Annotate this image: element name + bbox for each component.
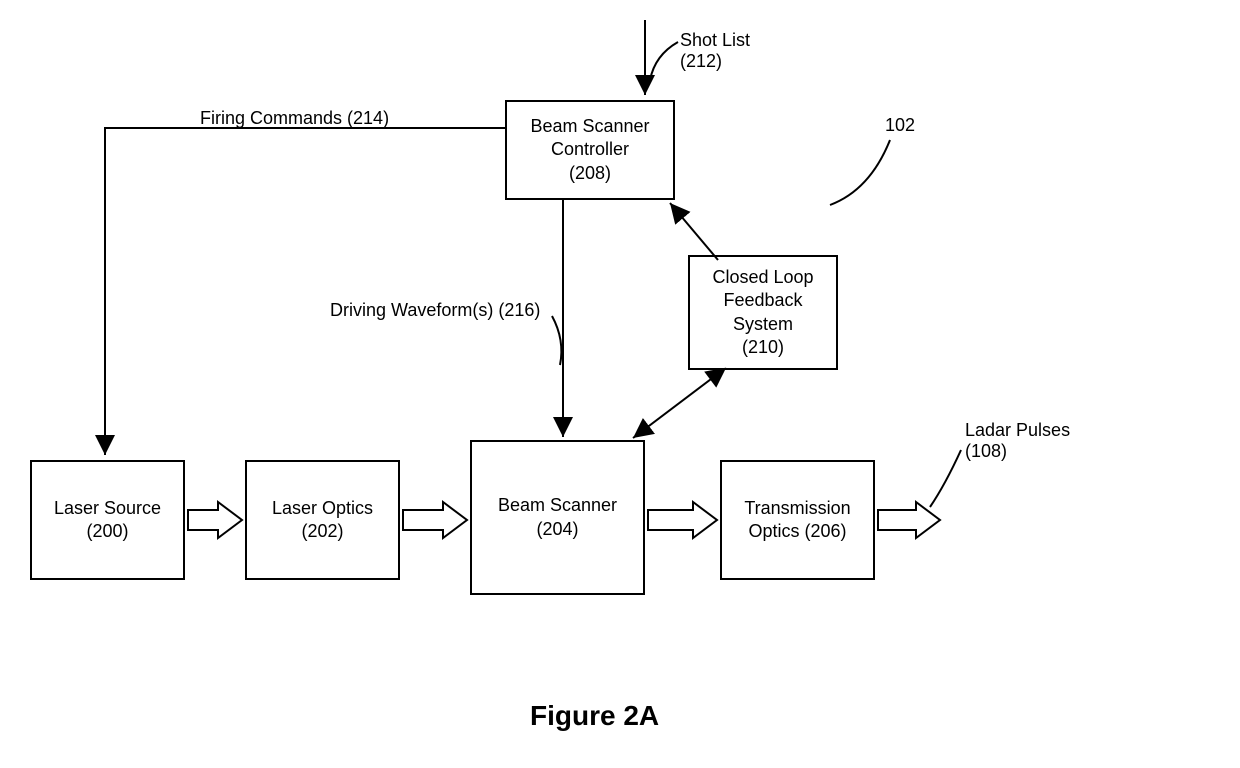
- box-laser-source: Laser Source(200): [30, 460, 185, 580]
- box-label: Beam ScannerController(208): [530, 115, 649, 185]
- box-label: Laser Source(200): [54, 497, 161, 544]
- figure-title-text: Figure 2A: [530, 700, 659, 731]
- box-transmission-optics: TransmissionOptics (206): [720, 460, 875, 580]
- box-beam-scanner-controller: Beam ScannerController(208): [505, 100, 675, 200]
- hook-ladar-pulses: [930, 450, 961, 507]
- block-arrow-2: [403, 502, 467, 538]
- box-label: Beam Scanner(204): [498, 494, 617, 541]
- arrow-firing-commands: [105, 128, 505, 455]
- label-driving-waveforms: Driving Waveform(s) (216): [330, 300, 540, 321]
- block-arrow-1: [188, 502, 242, 538]
- label-firing-commands: Firing Commands (214): [200, 108, 389, 129]
- block-arrow-3: [648, 502, 717, 538]
- box-label: Laser Optics(202): [272, 497, 373, 544]
- box-label: TransmissionOptics (206): [744, 497, 850, 544]
- arrow-feedback-to-controller: [670, 203, 718, 260]
- hook-driving-waveforms: [552, 316, 561, 365]
- label-text: Firing Commands (214): [200, 108, 389, 128]
- label-text: Shot List(212): [680, 30, 750, 71]
- label-text: 102: [885, 115, 915, 135]
- hook-shot-list: [650, 42, 678, 80]
- arrow-feedback-beam-scanner: [633, 370, 723, 438]
- box-beam-scanner: Beam Scanner(204): [470, 440, 645, 595]
- label-text: Driving Waveform(s) (216): [330, 300, 540, 320]
- label-ref-102: 102: [885, 115, 915, 136]
- box-laser-optics: Laser Optics(202): [245, 460, 400, 580]
- hook-ref-102: [830, 140, 890, 205]
- figure-title: Figure 2A: [530, 700, 659, 732]
- box-closed-loop-feedback: Closed LoopFeedbackSystem(210): [688, 255, 838, 370]
- block-arrow-4: [878, 502, 940, 538]
- label-text: Ladar Pulses(108): [965, 420, 1070, 461]
- label-ladar-pulses: Ladar Pulses(108): [965, 420, 1070, 462]
- box-label: Closed LoopFeedbackSystem(210): [712, 266, 813, 360]
- label-shot-list: Shot List(212): [680, 30, 750, 72]
